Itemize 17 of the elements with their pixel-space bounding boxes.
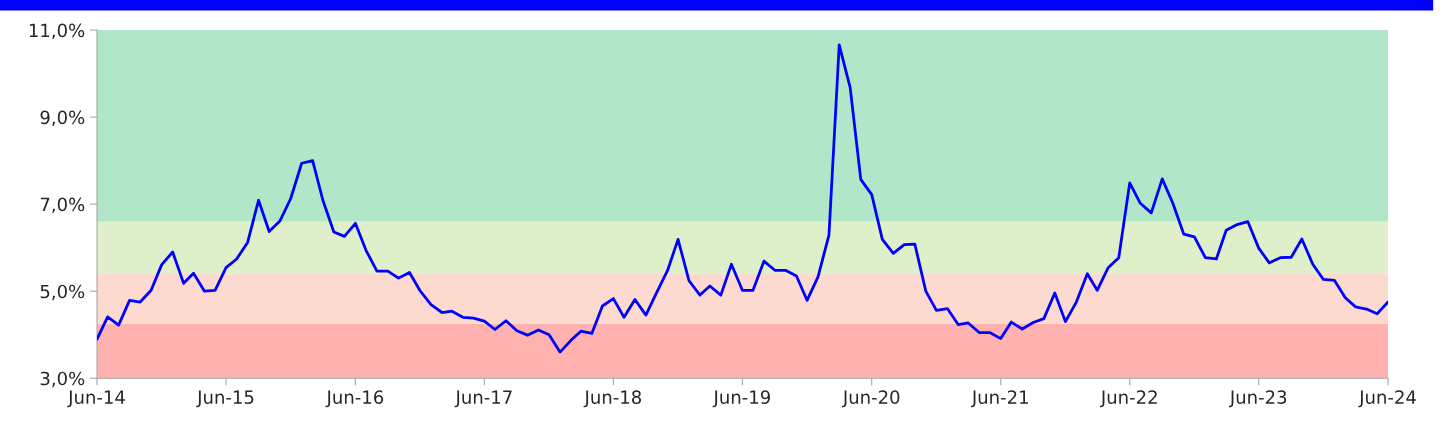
x-tick-label: Jun-20 — [841, 390, 900, 408]
y-tick-label: 7,0% — [40, 197, 85, 214]
x-tick-label: Jun-24 — [1358, 390, 1416, 408]
y-tick-label: 5,0% — [40, 284, 85, 301]
x-tick-label: Jun-19 — [712, 390, 770, 408]
x-tick-label: Jun-18 — [583, 390, 641, 408]
y-tick-label: 11,0% — [29, 23, 85, 40]
x-tick-label: Jun-16 — [325, 390, 384, 408]
x-tick-label: Jun-17 — [454, 390, 512, 408]
y-tick-label: 3,0% — [40, 371, 85, 388]
x-tick-label: Jun-22 — [1099, 390, 1157, 408]
x-tick-label: Jun-14 — [67, 390, 125, 408]
x-tick-label: Jun-23 — [1228, 390, 1287, 408]
x-tick-label: Jun-15 — [196, 390, 254, 408]
line-series — [97, 43, 1389, 354]
x-tick-label: Jun-21 — [970, 390, 1028, 408]
y-tick-label: 9,0% — [40, 110, 85, 127]
